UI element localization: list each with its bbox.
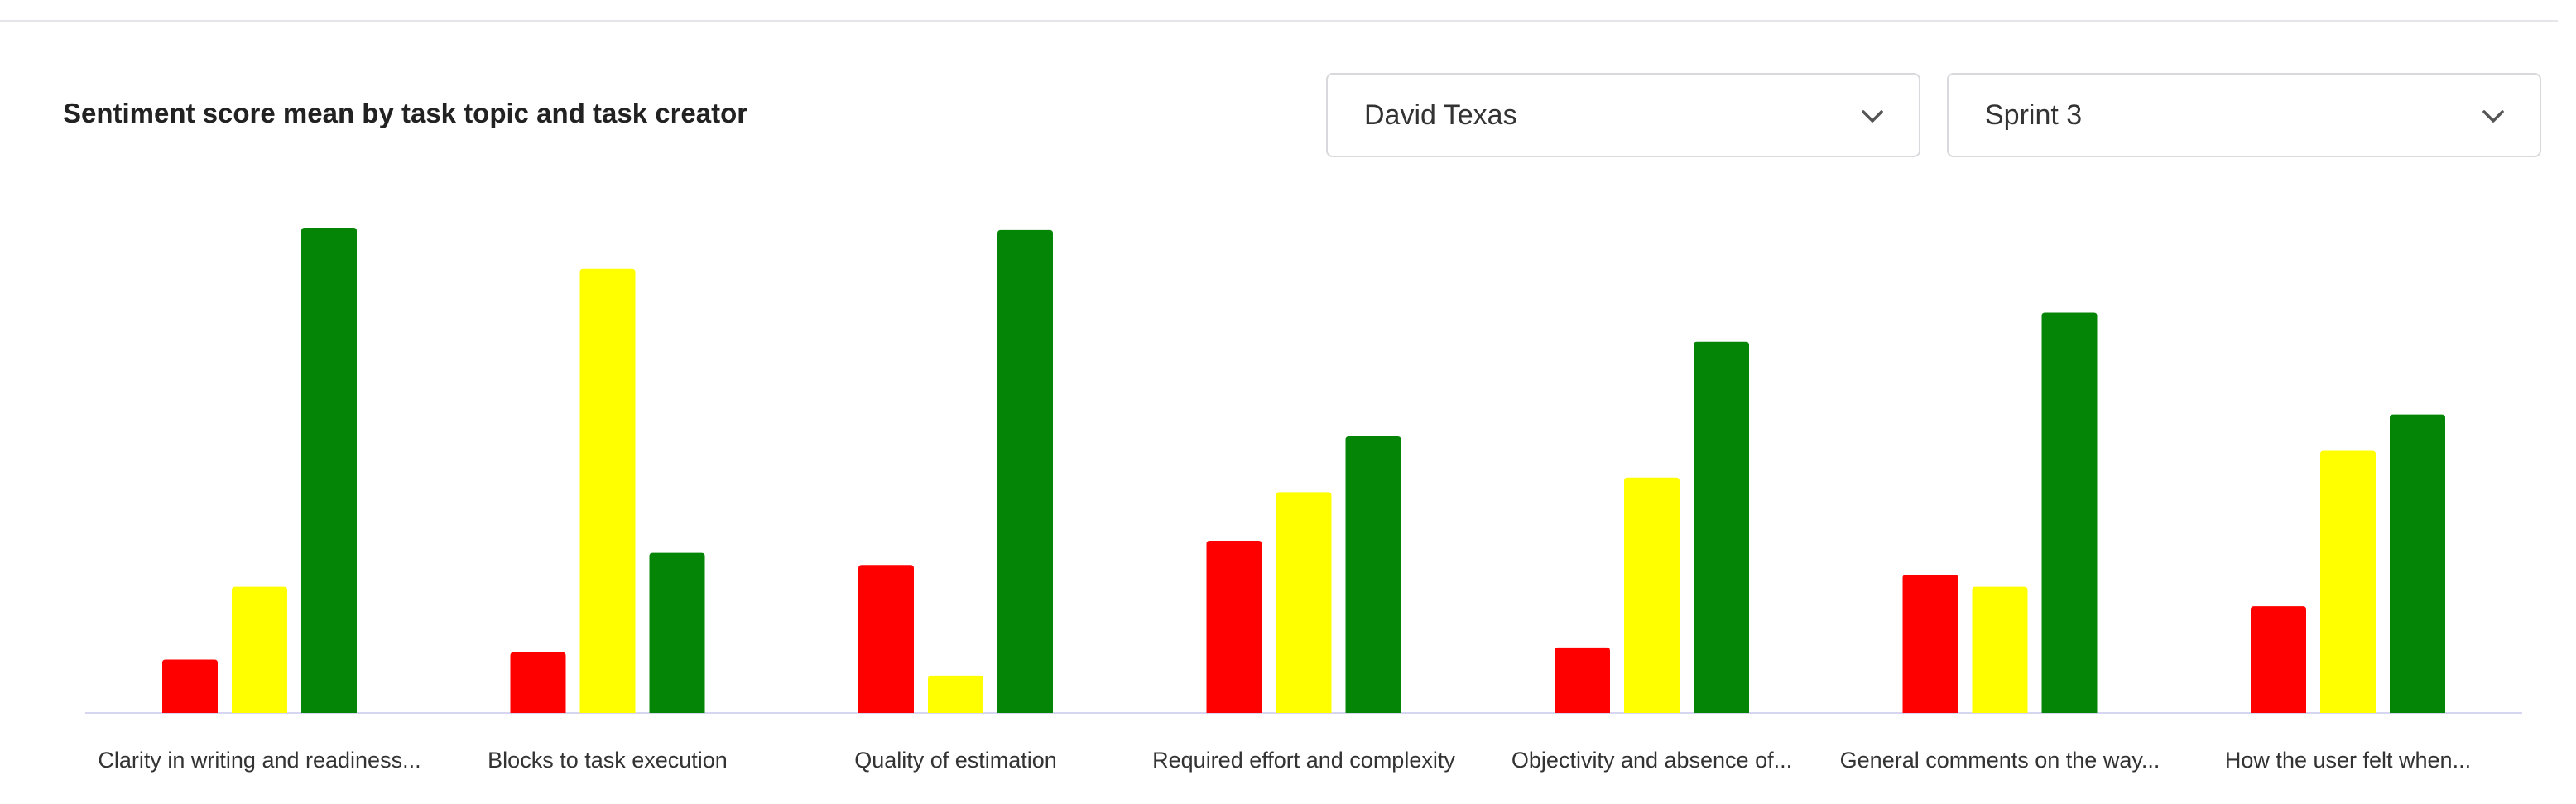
bar[interactable] bbox=[1902, 574, 1958, 713]
bar[interactable] bbox=[1624, 477, 1680, 713]
bar[interactable] bbox=[301, 228, 357, 713]
chevron-down-icon bbox=[2482, 110, 2504, 123]
bar[interactable] bbox=[232, 586, 287, 713]
bar[interactable] bbox=[928, 675, 983, 713]
bar[interactable] bbox=[649, 552, 705, 713]
bar[interactable] bbox=[1276, 492, 1332, 713]
task-creator-select-value: David Texas bbox=[1364, 99, 1517, 131]
x-tick-label: How the user felt when... bbox=[2225, 748, 2471, 773]
bar[interactable] bbox=[2251, 606, 2306, 713]
sprint-select[interactable]: Sprint 3 bbox=[1947, 73, 2541, 157]
chart-title: Sentiment score mean by task topic and t… bbox=[63, 98, 748, 128]
bar[interactable] bbox=[1555, 647, 1610, 713]
bar[interactable] bbox=[1694, 341, 1749, 713]
bar[interactable] bbox=[162, 659, 218, 713]
x-tick-label: Objectivity and absence of... bbox=[1511, 748, 1792, 773]
bar[interactable] bbox=[858, 565, 914, 713]
bar[interactable] bbox=[510, 652, 566, 713]
bar[interactable] bbox=[997, 229, 1053, 713]
chevron-down-icon bbox=[1862, 110, 1883, 123]
x-tick-label: Required effort and complexity bbox=[1152, 748, 1455, 773]
task-creator-select[interactable]: David Texas bbox=[1326, 73, 1920, 157]
top-divider bbox=[0, 20, 2558, 22]
x-tick-label: Clarity in writing and readiness... bbox=[98, 748, 421, 773]
bar[interactable] bbox=[1206, 540, 1262, 713]
sprint-select-value: Sprint 3 bbox=[1985, 99, 2083, 131]
bar[interactable] bbox=[2390, 414, 2445, 713]
bar[interactable] bbox=[2041, 312, 2098, 713]
x-tick-label: General comments on the way... bbox=[1840, 748, 2160, 773]
bar[interactable] bbox=[579, 268, 636, 713]
x-tick-label: Quality of estimation bbox=[854, 748, 1057, 773]
bar[interactable] bbox=[2320, 450, 2376, 713]
bar[interactable] bbox=[1345, 436, 1401, 713]
x-tick-label: Blocks to task execution bbox=[488, 748, 728, 773]
bar[interactable] bbox=[1972, 586, 2028, 713]
